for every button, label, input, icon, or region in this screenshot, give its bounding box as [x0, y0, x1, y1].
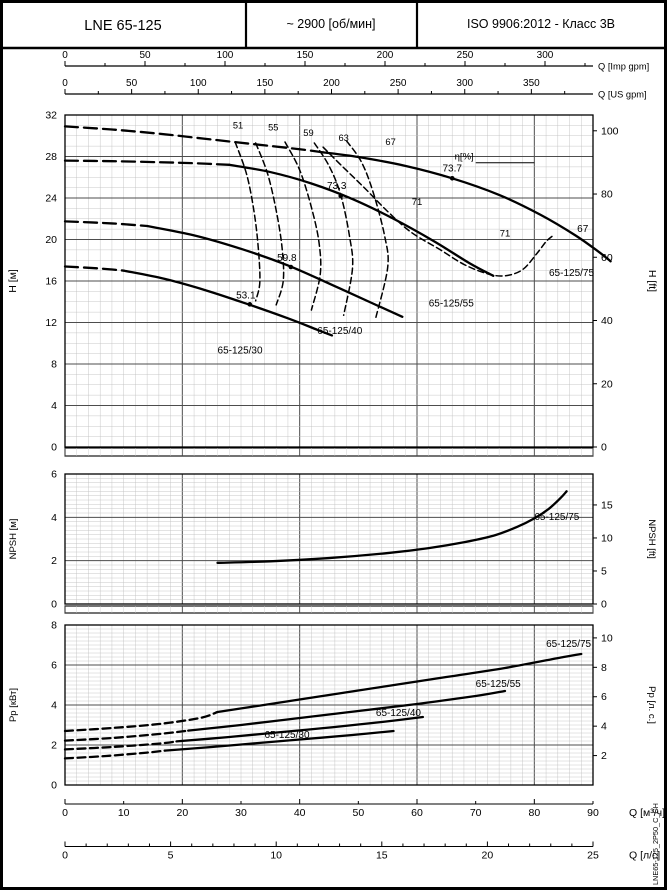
svg-text:4: 4 — [51, 400, 57, 412]
svg-text:65-125/40: 65-125/40 — [317, 326, 362, 337]
svg-text:28: 28 — [45, 151, 57, 163]
svg-text:65-125/55: 65-125/55 — [476, 679, 521, 690]
svg-text:20: 20 — [45, 234, 57, 246]
svg-text:10: 10 — [601, 632, 613, 644]
svg-text:71: 71 — [412, 197, 423, 208]
svg-text:50: 50 — [126, 78, 138, 89]
svg-text:0: 0 — [62, 78, 68, 89]
svg-text:59.8: 59.8 — [277, 253, 297, 264]
svg-text:50: 50 — [139, 50, 151, 61]
svg-text:2: 2 — [51, 555, 57, 567]
svg-text:16: 16 — [45, 276, 57, 288]
svg-text:50: 50 — [352, 807, 364, 819]
svg-text:100: 100 — [190, 78, 207, 89]
svg-text:67: 67 — [385, 137, 395, 147]
svg-text:90: 90 — [587, 807, 599, 819]
svg-text:~ 2900 [об/мин]: ~ 2900 [об/мин] — [286, 17, 375, 31]
svg-text:200: 200 — [323, 78, 340, 89]
svg-text:0: 0 — [62, 850, 68, 862]
svg-text:8: 8 — [51, 620, 57, 632]
svg-text:5: 5 — [168, 850, 174, 862]
svg-text:5: 5 — [601, 565, 607, 577]
svg-text:4: 4 — [51, 700, 57, 712]
svg-text:73.7: 73.7 — [442, 163, 462, 174]
svg-text:250: 250 — [390, 78, 407, 89]
svg-text:0: 0 — [51, 442, 57, 454]
svg-text:6: 6 — [601, 691, 607, 703]
svg-text:60: 60 — [411, 807, 423, 819]
svg-text:32: 32 — [45, 110, 57, 122]
svg-text:10: 10 — [270, 850, 282, 862]
svg-text:73.3: 73.3 — [327, 181, 347, 192]
svg-text:0: 0 — [51, 599, 57, 611]
svg-text:0: 0 — [62, 807, 68, 819]
svg-text:20: 20 — [482, 850, 494, 862]
svg-text:59: 59 — [303, 128, 313, 138]
svg-text:70: 70 — [470, 807, 482, 819]
svg-text:30: 30 — [235, 807, 247, 819]
svg-text:51: 51 — [233, 120, 243, 130]
svg-text:8: 8 — [51, 359, 57, 371]
svg-text:NPSH [ft]: NPSH [ft] — [646, 519, 657, 559]
svg-text:Q [Imp gpm]: Q [Imp gpm] — [598, 62, 649, 72]
svg-text:65-125/30: 65-125/30 — [264, 730, 309, 741]
svg-text:200: 200 — [377, 50, 394, 61]
svg-text:15: 15 — [601, 499, 613, 511]
svg-text:300: 300 — [537, 50, 554, 61]
svg-text:η[%]: η[%] — [455, 152, 474, 163]
svg-text:67: 67 — [577, 224, 589, 235]
svg-text:65-125/75: 65-125/75 — [534, 512, 579, 523]
svg-text:4: 4 — [51, 512, 57, 524]
svg-text:0: 0 — [62, 50, 68, 61]
svg-text:2: 2 — [51, 740, 57, 752]
svg-text:40: 40 — [294, 807, 306, 819]
svg-text:63: 63 — [338, 133, 348, 143]
svg-text:10: 10 — [118, 807, 130, 819]
svg-text:25: 25 — [587, 850, 599, 862]
svg-text:40: 40 — [601, 315, 613, 327]
svg-text:Q [US gpm]: Q [US gpm] — [598, 90, 647, 100]
svg-text:6: 6 — [51, 660, 57, 672]
svg-text:24: 24 — [45, 193, 57, 205]
svg-text:LNE 65-125: LNE 65-125 — [84, 18, 161, 34]
svg-text:0: 0 — [51, 780, 57, 792]
svg-text:0: 0 — [601, 442, 607, 454]
svg-text:12: 12 — [45, 317, 57, 329]
svg-text:20: 20 — [601, 378, 613, 390]
svg-text:Pp [л. с.]: Pp [л. с.] — [646, 686, 657, 724]
svg-text:65-125/40: 65-125/40 — [376, 708, 421, 719]
svg-text:H [м]: H [м] — [7, 269, 19, 293]
svg-text:0: 0 — [601, 599, 607, 611]
svg-text:55: 55 — [268, 123, 278, 133]
svg-text:2: 2 — [601, 750, 607, 762]
svg-text:350: 350 — [523, 78, 540, 89]
svg-text:H [ft]: H [ft] — [646, 270, 658, 292]
svg-text:250: 250 — [457, 50, 474, 61]
svg-text:20: 20 — [176, 807, 188, 819]
svg-text:65-125/30: 65-125/30 — [218, 346, 263, 357]
svg-text:53.1: 53.1 — [236, 290, 256, 301]
svg-text:65-125/55: 65-125/55 — [429, 298, 474, 309]
svg-text:80: 80 — [528, 807, 540, 819]
svg-text:4: 4 — [601, 721, 607, 733]
svg-text:100: 100 — [217, 50, 234, 61]
svg-text:65-125/75: 65-125/75 — [546, 639, 591, 650]
svg-text:300: 300 — [456, 78, 473, 89]
svg-text:Pp [кВт]: Pp [кВт] — [8, 688, 19, 722]
svg-text:6: 6 — [51, 469, 57, 481]
svg-text:150: 150 — [297, 50, 314, 61]
svg-text:8: 8 — [601, 662, 607, 674]
svg-text:ISO 9906:2012 - Класс 3В: ISO 9906:2012 - Класс 3В — [467, 17, 615, 31]
svg-text:LNE65-125_2P50_C_CH: LNE65-125_2P50_C_CH — [651, 803, 660, 885]
svg-text:65-125/75: 65-125/75 — [549, 268, 594, 279]
svg-text:15: 15 — [376, 850, 388, 862]
svg-text:80: 80 — [601, 189, 613, 201]
svg-text:150: 150 — [257, 78, 274, 89]
svg-text:NPSH [м]: NPSH [м] — [8, 519, 19, 560]
svg-text:100: 100 — [601, 125, 619, 137]
svg-text:71: 71 — [500, 228, 511, 239]
svg-text:10: 10 — [601, 532, 613, 544]
